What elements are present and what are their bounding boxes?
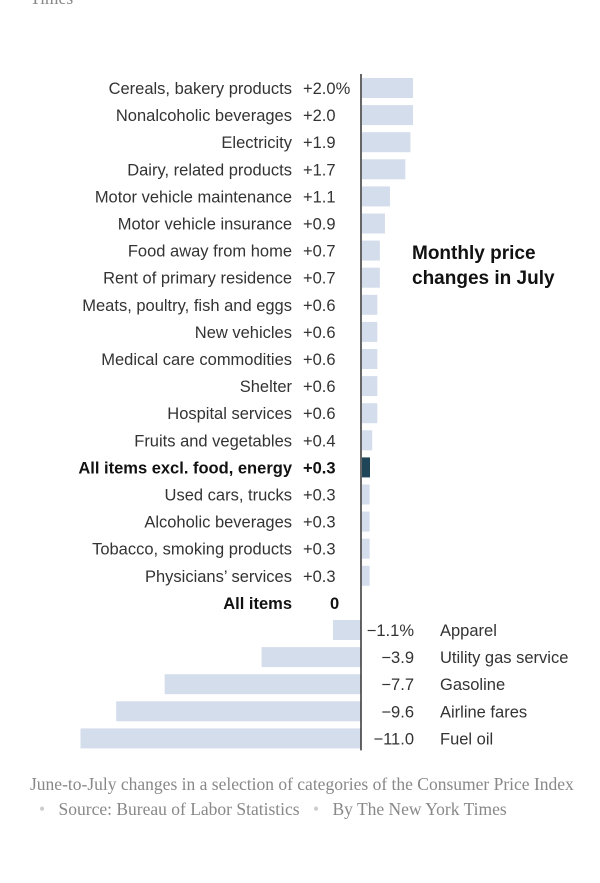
- bar-9: [362, 321, 378, 342]
- value-label: −3.9: [381, 649, 414, 667]
- value-label: +0.4: [303, 432, 336, 450]
- bar-18: [362, 565, 370, 586]
- bar-3: [362, 159, 406, 180]
- value-label: −7.7: [381, 676, 414, 694]
- category-label: Physicians’ services: [145, 568, 292, 586]
- category-label: Alcoholic beverages: [144, 514, 292, 532]
- bar-4: [362, 186, 391, 207]
- category-label: Utility gas service: [440, 649, 568, 667]
- caption-source: Source: Bureau of Labor Statistics: [58, 799, 300, 819]
- bar-24: [80, 728, 361, 749]
- bar-23: [116, 701, 361, 722]
- value-label: +1.1: [303, 188, 336, 206]
- category-label: Meats, poultry, fish and eggs: [82, 297, 292, 315]
- bar-22: [164, 674, 361, 695]
- bar-10: [362, 349, 378, 369]
- category-label: Fruits and vegetables: [134, 432, 292, 450]
- bar-1: [362, 105, 413, 126]
- separator-dot: •: [39, 799, 46, 819]
- value-label: +2.0: [303, 107, 336, 125]
- category-label: Airline fares: [440, 703, 527, 721]
- category-label: Tobacco, smoking products: [92, 541, 292, 559]
- category-label: Dairy, related products: [127, 161, 292, 179]
- category-label: Rent of primary residence: [103, 270, 292, 288]
- bar-12: [362, 403, 378, 424]
- category-label: Electricity: [221, 134, 292, 152]
- category-label: Hospital services: [167, 405, 292, 423]
- value-label: +0.3: [303, 568, 336, 586]
- chart-title-line: Monthly price: [412, 243, 536, 264]
- bar-8: [362, 294, 378, 315]
- bar-6: [362, 240, 380, 261]
- value-label: +0.6: [303, 351, 336, 369]
- bar-21: [261, 647, 361, 668]
- value-label: +0.3: [303, 487, 336, 505]
- category-label: New vehicles: [195, 324, 292, 342]
- value-label: +1.9: [303, 134, 336, 152]
- value-label: +1.7: [303, 161, 336, 179]
- category-label: Medical care commodities: [101, 351, 292, 369]
- bar-20: [332, 620, 361, 640]
- value-label: +0.3: [303, 541, 336, 559]
- bar-11: [362, 376, 378, 397]
- value-label: 0: [330, 595, 339, 613]
- category-label: Cereals, bakery products: [109, 80, 292, 98]
- bar-17: [362, 538, 370, 559]
- category-label: Apparel: [440, 622, 497, 640]
- category-label: All items excl. food, energy: [78, 459, 292, 477]
- bar-5: [362, 213, 385, 234]
- value-label: +0.3: [303, 514, 336, 532]
- category-label: Fuel oil: [440, 730, 493, 748]
- chart-caption: June-to-July changes in a selection of c…: [30, 772, 590, 822]
- category-label: Shelter: [240, 378, 293, 396]
- value-label: +0.7: [303, 270, 336, 288]
- chart-title-line: changes in July: [412, 268, 555, 289]
- bar-16: [362, 511, 370, 532]
- value-label: +0.6: [303, 297, 336, 315]
- value-label: −9.6: [381, 703, 414, 721]
- value-label: +0.6: [303, 324, 336, 342]
- value-label: +0.6: [303, 378, 336, 396]
- category-label: All items: [223, 595, 292, 613]
- category-label: Food away from home: [128, 243, 292, 261]
- bar-7: [362, 267, 380, 288]
- value-label: −1.1%: [367, 622, 415, 640]
- category-label: Gasoline: [440, 676, 505, 694]
- caption-description: June-to-July changes in a selection of c…: [30, 774, 574, 794]
- bar-0: [362, 78, 413, 98]
- value-label: +2.0%: [303, 80, 351, 98]
- bar-13: [362, 430, 373, 451]
- category-label: Motor vehicle maintenance: [95, 188, 292, 206]
- bar-14: [362, 457, 370, 478]
- bar-2: [362, 132, 411, 153]
- value-label: +0.3: [303, 459, 336, 477]
- value-label: −11.0: [373, 730, 414, 748]
- value-label: +0.7: [303, 243, 336, 261]
- header-fragment: Times: [30, 0, 73, 9]
- category-label: Used cars, trucks: [165, 487, 292, 505]
- separator-dot: •: [312, 799, 320, 819]
- category-label: Motor vehicle insurance: [118, 216, 292, 234]
- caption-credit: By The New York Times: [332, 799, 507, 819]
- value-label: +0.6: [303, 405, 336, 423]
- value-label: +0.9: [303, 216, 336, 234]
- category-label: Nonalcoholic beverages: [116, 107, 292, 125]
- bar-15: [362, 484, 370, 505]
